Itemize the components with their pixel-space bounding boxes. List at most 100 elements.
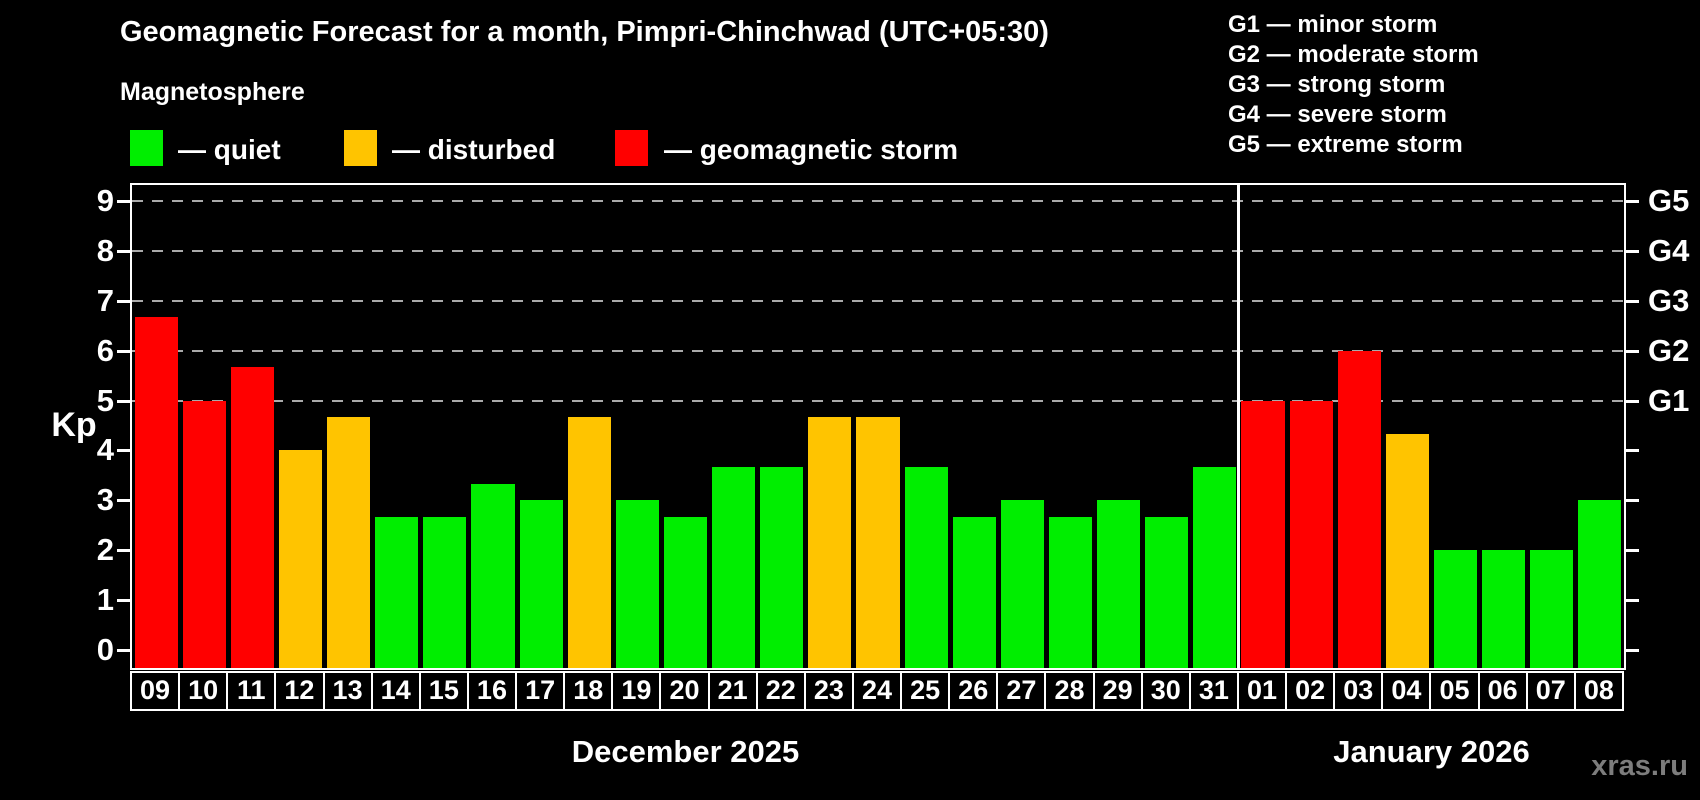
bar-day-10 [182,400,226,668]
day-box-15: 15 [418,671,469,711]
bar-day-14 [375,516,419,668]
y-axis-label: Kp [51,406,97,444]
gridline-kp-9 [132,199,1624,202]
right-tick-5 [1626,399,1639,403]
ytick-label-6: 6 [96,332,114,368]
gridline-kp-6 [132,349,1624,352]
g-axis-label-g4: G4 [1648,232,1690,268]
bar-day-09 [134,317,178,668]
day-box-23: 23 [803,671,854,711]
month-separator [1237,185,1241,668]
left-tick-4 [117,449,130,453]
bar-day-25 [904,466,948,668]
bar-day-30 [1145,516,1189,668]
day-box-11: 11 [226,671,277,711]
month-label-january: January 2026 [1333,734,1530,769]
g-axis-label-g2: G2 [1648,332,1690,368]
day-box-20: 20 [659,671,710,711]
bar-day-31 [1193,466,1237,668]
bar-day-07 [1530,550,1574,668]
day-box-14: 14 [370,671,421,711]
day-box-27: 27 [996,671,1047,711]
day-box-06: 06 [1477,671,1528,711]
bar-day-08 [1578,500,1622,668]
bar-day-23 [808,417,852,668]
right-tick-0 [1626,649,1639,653]
storm-legend-label: — geomagnetic storm [664,134,959,165]
g-axis-label-g1: G1 [1648,382,1690,418]
left-tick-9 [117,199,130,203]
day-box-10: 10 [178,671,229,711]
g-axis-label-g3: G3 [1648,282,1690,318]
day-box-09: 09 [130,671,181,711]
day-box-26: 26 [948,671,999,711]
g4-legend-line: G4 — severe storm [1228,101,1447,128]
quiet-color-swatch [130,130,163,166]
ytick-label-4: 4 [96,432,114,468]
day-box-05: 05 [1429,671,1480,711]
right-tick-1 [1626,599,1639,603]
day-box-12: 12 [274,671,325,711]
bar-day-26 [952,516,996,668]
day-box-08: 08 [1573,671,1624,711]
disturbed-color-swatch [344,130,377,166]
right-tick-4 [1626,449,1639,453]
ytick-label-5: 5 [96,382,114,418]
right-tick-8 [1626,249,1639,253]
ytick-label-7: 7 [96,282,114,318]
left-tick-1 [117,599,130,603]
ytick-label-8: 8 [96,232,114,268]
gridline-kp-7 [132,299,1624,302]
bar-day-06 [1482,550,1526,668]
right-tick-9 [1626,199,1639,203]
chart-subtitle: Magnetosphere [120,78,305,106]
left-tick-7 [117,299,130,303]
day-box-07: 07 [1525,671,1576,711]
bar-day-27 [1000,500,1044,668]
ytick-label-0: 0 [96,632,114,668]
right-tick-2 [1626,549,1639,553]
disturbed-legend-label: — disturbed [392,134,556,165]
bar-day-22 [760,466,804,668]
bar-day-03 [1337,350,1381,668]
month-label-december: December 2025 [571,734,800,769]
g-axis-label-g5: G5 [1648,182,1690,218]
bar-day-13 [327,417,371,668]
g2-legend-line: G2 — moderate storm [1228,41,1479,68]
page-title: Geomagnetic Forecast for a month, Pimpri… [120,16,1049,48]
day-box-30: 30 [1140,671,1191,711]
day-box-13: 13 [322,671,373,711]
day-box-18: 18 [563,671,614,711]
day-box-16: 16 [466,671,518,711]
g5-legend-line: G5 — extreme storm [1228,131,1463,158]
ytick-label-9: 9 [96,182,114,218]
bar-day-17 [519,500,563,668]
day-box-31: 31 [1188,671,1239,711]
bar-day-16 [471,483,515,668]
g-scale-legend: G1 — minor storm G2 — moderate storm G3 … [1228,10,1479,160]
day-box-01: 01 [1236,671,1288,711]
day-box-17: 17 [515,671,566,711]
left-tick-5 [117,399,130,403]
quiet-legend-label: — quiet [178,134,281,165]
left-tick-0 [117,649,130,653]
bar-day-02 [1289,400,1333,668]
bar-day-29 [1097,500,1141,668]
bar-day-04 [1385,434,1429,668]
bar-day-24 [856,417,900,668]
ytick-label-1: 1 [96,582,114,618]
g1-legend-line: G1 — minor storm [1228,11,1438,38]
g3-legend-line: G3 — strong storm [1228,71,1446,98]
ytick-label-2: 2 [96,532,114,568]
day-box-03: 03 [1333,671,1384,711]
plot-area [130,183,1626,670]
day-box-24: 24 [851,671,903,711]
bar-day-11 [230,367,274,668]
left-tick-6 [117,349,130,353]
bar-day-19 [615,500,659,668]
bar-day-21 [712,466,756,668]
bar-day-12 [278,450,322,668]
bar-day-05 [1433,550,1478,668]
right-tick-6 [1626,349,1639,353]
day-box-25: 25 [900,671,951,711]
